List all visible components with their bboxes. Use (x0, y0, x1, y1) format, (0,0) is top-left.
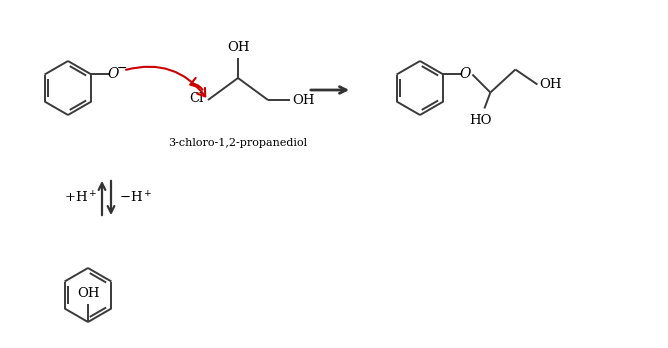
Text: OH: OH (77, 287, 100, 300)
Text: −: − (117, 62, 128, 75)
Text: OH: OH (226, 41, 249, 54)
Text: OH: OH (292, 94, 315, 106)
FancyArrowPatch shape (190, 78, 202, 90)
Text: O: O (108, 68, 119, 81)
Text: Cl: Cl (190, 92, 204, 104)
Text: +H$^+$: +H$^+$ (63, 190, 97, 206)
FancyArrowPatch shape (126, 67, 205, 96)
Text: 3-chloro-1,2-propanediol: 3-chloro-1,2-propanediol (168, 138, 307, 148)
Text: OH: OH (539, 78, 562, 91)
Text: O: O (460, 68, 471, 81)
Text: $-$H$^+$: $-$H$^+$ (119, 190, 152, 206)
Text: HO: HO (469, 113, 492, 127)
